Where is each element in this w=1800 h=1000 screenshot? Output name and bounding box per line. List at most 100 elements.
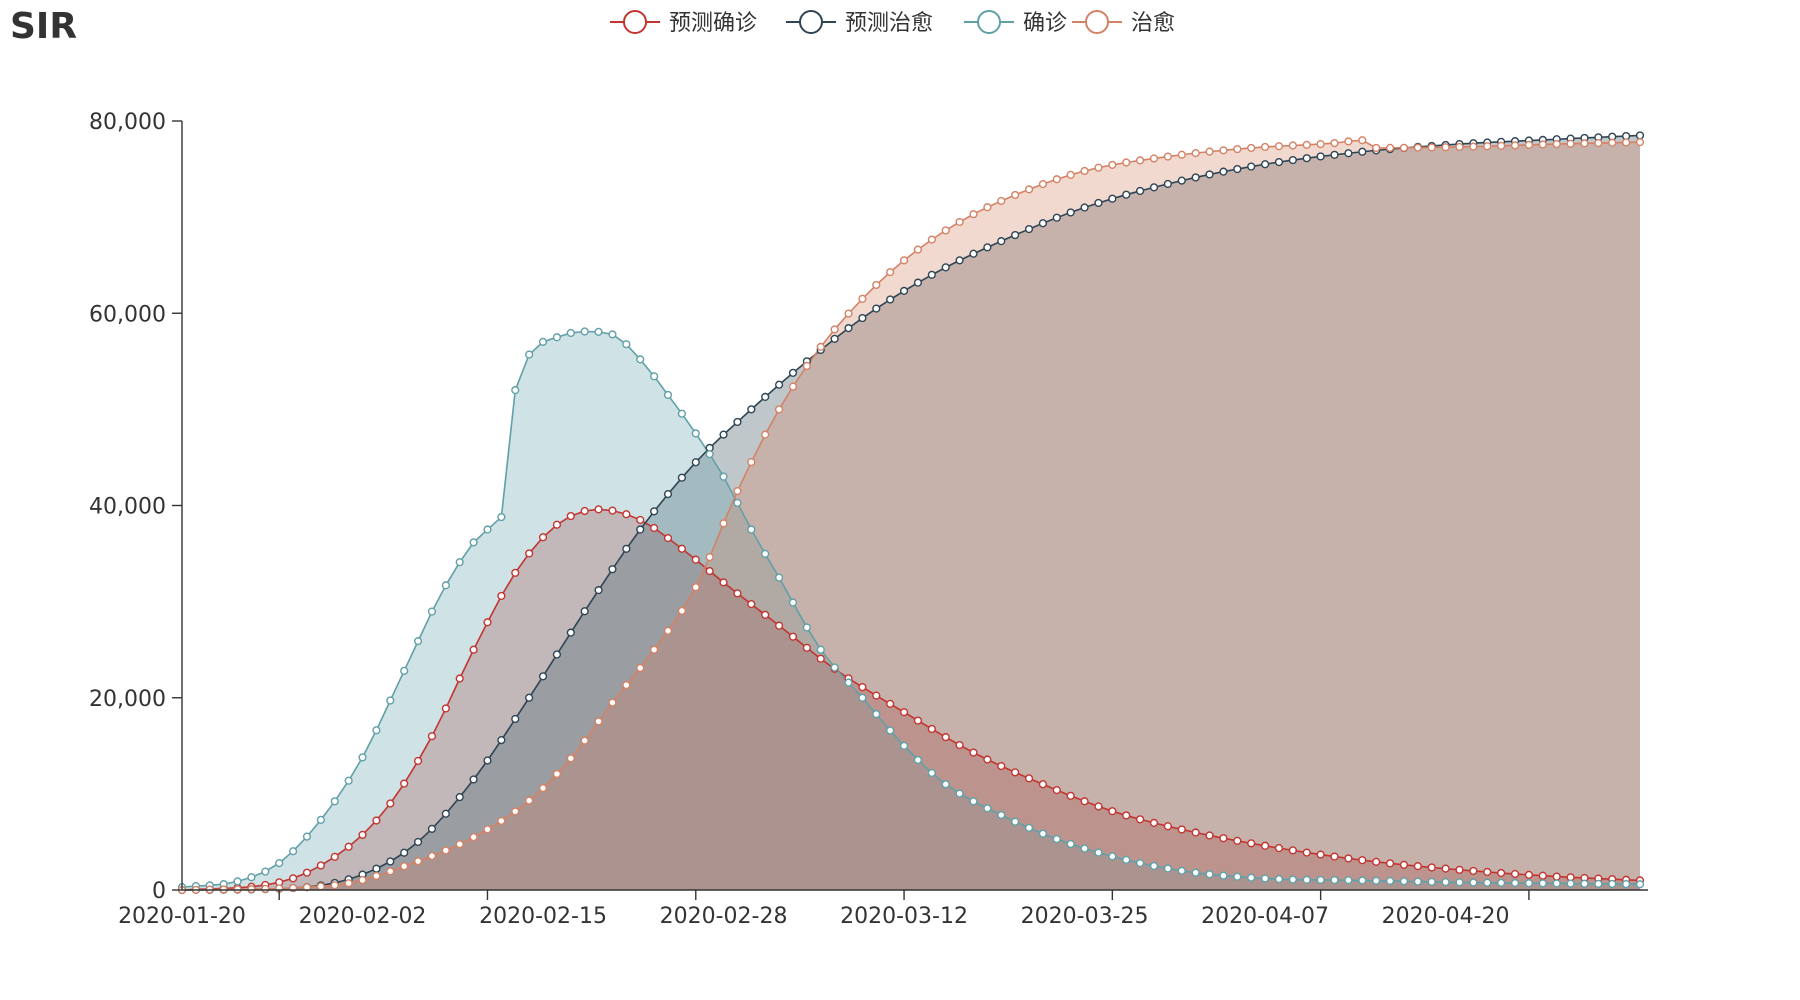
data-point[interactable]	[1206, 871, 1213, 878]
data-point[interactable]	[1609, 881, 1616, 888]
data-point[interactable]	[692, 459, 699, 466]
data-point[interactable]	[762, 394, 769, 401]
data-point[interactable]	[1470, 868, 1477, 875]
data-point[interactable]	[998, 812, 1005, 819]
data-point[interactable]	[1331, 151, 1338, 158]
data-point[interactable]	[873, 305, 880, 312]
data-point[interactable]	[1553, 880, 1560, 887]
data-point[interactable]	[1359, 148, 1366, 155]
data-point[interactable]	[387, 868, 394, 875]
data-point[interactable]	[373, 727, 380, 734]
data-point[interactable]	[956, 257, 963, 264]
data-point[interactable]	[331, 798, 338, 805]
data-point[interactable]	[692, 556, 699, 563]
data-point[interactable]	[1040, 781, 1047, 788]
data-point[interactable]	[1192, 869, 1199, 876]
data-point[interactable]	[470, 776, 477, 783]
data-point[interactable]	[1526, 142, 1533, 149]
data-point[interactable]	[498, 737, 505, 744]
data-point[interactable]	[1401, 144, 1408, 151]
data-point[interactable]	[1164, 865, 1171, 872]
data-point[interactable]	[637, 517, 644, 524]
data-point[interactable]	[1539, 141, 1546, 148]
data-point[interactable]	[540, 338, 547, 345]
data-point[interactable]	[1581, 140, 1588, 147]
data-point[interactable]	[1289, 876, 1296, 883]
data-point[interactable]	[1442, 865, 1449, 872]
data-point[interactable]	[554, 334, 561, 341]
data-point[interactable]	[359, 877, 366, 884]
legend-item-2[interactable]: 确诊	[964, 11, 1067, 36]
data-point[interactable]	[331, 853, 338, 860]
data-point[interactable]	[526, 550, 533, 557]
data-point[interactable]	[1040, 830, 1047, 837]
data-point[interactable]	[1151, 155, 1158, 162]
data-point[interactable]	[1053, 214, 1060, 221]
data-point[interactable]	[692, 584, 699, 591]
data-point[interactable]	[1373, 877, 1380, 884]
data-point[interactable]	[970, 749, 977, 756]
data-point[interactable]	[1234, 146, 1241, 153]
data-point[interactable]	[859, 315, 866, 322]
data-point[interactable]	[1609, 139, 1616, 146]
data-point[interactable]	[387, 858, 394, 865]
data-point[interactable]	[1192, 829, 1199, 836]
data-point[interactable]	[1151, 184, 1158, 191]
data-point[interactable]	[651, 525, 658, 532]
data-point[interactable]	[998, 198, 1005, 205]
data-point[interactable]	[498, 817, 505, 824]
data-point[interactable]	[1442, 879, 1449, 886]
data-point[interactable]	[1484, 869, 1491, 876]
data-point[interactable]	[1206, 148, 1213, 155]
data-point[interactable]	[1289, 847, 1296, 854]
data-point[interactable]	[637, 665, 644, 672]
data-point[interactable]	[1428, 878, 1435, 885]
data-point[interactable]	[595, 587, 602, 594]
data-point[interactable]	[1067, 171, 1074, 178]
data-point[interactable]	[623, 341, 630, 348]
data-point[interactable]	[970, 798, 977, 805]
data-point[interactable]	[1262, 161, 1269, 168]
data-point[interactable]	[790, 599, 797, 606]
data-point[interactable]	[442, 810, 449, 817]
data-point[interactable]	[1401, 878, 1408, 885]
data-point[interactable]	[1484, 879, 1491, 886]
data-point[interactable]	[290, 848, 297, 855]
data-point[interactable]	[734, 590, 741, 597]
data-point[interactable]	[429, 825, 436, 832]
data-point[interactable]	[1192, 150, 1199, 157]
data-point[interactable]	[1220, 168, 1227, 175]
data-point[interactable]	[609, 699, 616, 706]
data-point[interactable]	[831, 326, 838, 333]
data-point[interactable]	[1151, 819, 1158, 826]
data-point[interactable]	[748, 601, 755, 608]
data-point[interactable]	[595, 506, 602, 513]
data-point[interactable]	[456, 841, 463, 848]
data-point[interactable]	[401, 780, 408, 787]
data-point[interactable]	[1331, 853, 1338, 860]
data-point[interactable]	[1428, 864, 1435, 871]
data-point[interactable]	[1081, 798, 1088, 805]
data-point[interactable]	[1123, 191, 1130, 198]
data-point[interactable]	[1331, 877, 1338, 884]
data-point[interactable]	[956, 219, 963, 226]
data-point[interactable]	[1053, 176, 1060, 183]
data-point[interactable]	[581, 737, 588, 744]
data-point[interactable]	[1012, 232, 1019, 239]
data-point[interactable]	[609, 566, 616, 573]
data-point[interactable]	[678, 474, 685, 481]
data-point[interactable]	[1512, 871, 1519, 878]
data-point[interactable]	[415, 858, 422, 865]
data-point[interactable]	[1387, 860, 1394, 867]
data-point[interactable]	[1067, 792, 1074, 799]
data-point[interactable]	[1359, 877, 1366, 884]
data-point[interactable]	[1317, 141, 1324, 148]
data-point[interactable]	[373, 865, 380, 872]
data-point[interactable]	[720, 431, 727, 438]
data-point[interactable]	[1595, 880, 1602, 887]
data-point[interactable]	[554, 771, 561, 778]
legend-item-1[interactable]: 预测治愈	[786, 11, 933, 36]
data-point[interactable]	[1581, 880, 1588, 887]
data-point[interactable]	[498, 593, 505, 600]
data-point[interactable]	[1067, 209, 1074, 216]
